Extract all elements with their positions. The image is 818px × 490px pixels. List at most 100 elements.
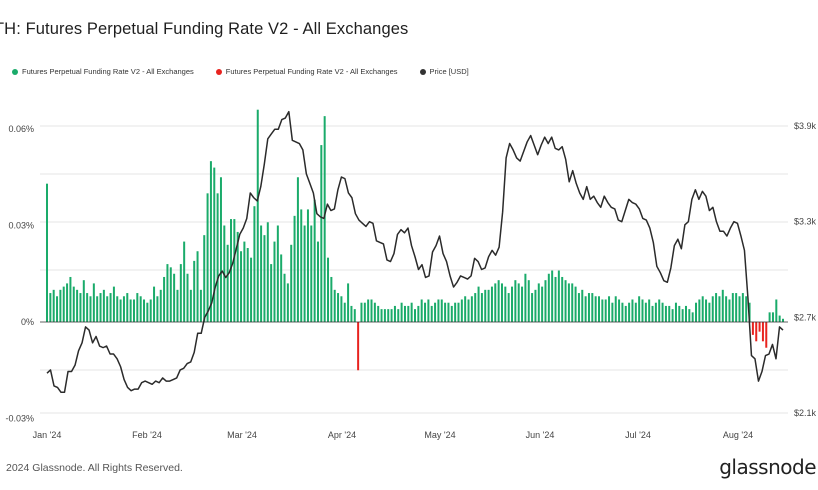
x-tick-label: Mar '24 bbox=[227, 430, 257, 440]
funding-bar bbox=[771, 312, 774, 322]
funding-bar bbox=[146, 302, 149, 322]
x-tick-label: Jan '24 bbox=[33, 430, 62, 440]
funding-bar bbox=[567, 283, 570, 322]
funding-bar bbox=[601, 299, 604, 322]
funding-bar bbox=[166, 264, 169, 322]
funding-bar bbox=[668, 305, 671, 322]
funding-bar bbox=[534, 289, 537, 322]
funding-bar bbox=[270, 264, 273, 322]
funding-bar bbox=[196, 251, 199, 322]
funding-bar bbox=[260, 225, 263, 322]
funding-bar bbox=[323, 116, 326, 322]
funding-bar bbox=[417, 305, 420, 322]
x-tick-label: Jun '24 bbox=[526, 430, 555, 440]
funding-bar bbox=[494, 283, 497, 322]
funding-bar bbox=[176, 289, 179, 322]
funding-bar bbox=[56, 296, 59, 322]
x-tick-label: May '24 bbox=[424, 430, 455, 440]
funding-bar bbox=[454, 302, 457, 322]
funding-bar bbox=[280, 254, 283, 322]
funding-bar bbox=[203, 235, 206, 322]
funding-bar bbox=[524, 273, 527, 322]
x-tick-label: Feb '24 bbox=[132, 430, 162, 440]
legend-dot-red bbox=[215, 68, 222, 75]
funding-bar bbox=[253, 206, 256, 322]
funding-bar bbox=[313, 199, 316, 322]
funding-bar bbox=[49, 293, 52, 322]
funding-bar bbox=[353, 309, 356, 322]
brand-logo: glassnode bbox=[719, 455, 816, 479]
funding-bar bbox=[136, 293, 139, 322]
funding-bar bbox=[564, 280, 567, 322]
funding-bar bbox=[664, 305, 667, 322]
funding-bar bbox=[393, 305, 396, 322]
funding-bar bbox=[122, 296, 125, 322]
funding-bar bbox=[674, 302, 677, 322]
funding-bar bbox=[715, 293, 718, 322]
legend-label: Futures Perpetual Funding Rate V2 - All … bbox=[22, 67, 194, 76]
funding-bar bbox=[193, 260, 196, 322]
funding-bar bbox=[761, 322, 764, 342]
legend-item-funding-positive[interactable]: Futures Perpetual Funding Rate V2 - All … bbox=[12, 67, 194, 76]
funding-bar bbox=[681, 309, 684, 322]
funding-bar bbox=[86, 293, 89, 322]
y-right-tick-label: $2.1k bbox=[794, 408, 817, 418]
funding-bar bbox=[390, 309, 393, 322]
funding-bar bbox=[347, 283, 350, 322]
funding-bar bbox=[571, 283, 574, 322]
funding-bar bbox=[230, 219, 232, 322]
funding-bar bbox=[143, 299, 146, 322]
funding-bar bbox=[129, 299, 132, 322]
funding-bar bbox=[484, 289, 487, 322]
funding-bar bbox=[397, 309, 400, 322]
funding-bar bbox=[387, 309, 390, 322]
funding-bar bbox=[246, 248, 249, 322]
funding-bar bbox=[263, 235, 266, 322]
legend-item-price[interactable]: Price [USD] bbox=[419, 67, 469, 76]
x-tick-label: Apr '24 bbox=[328, 430, 356, 440]
funding-bar bbox=[79, 293, 82, 322]
funding-bar bbox=[618, 299, 621, 322]
funding-bar bbox=[641, 299, 644, 322]
funding-bar bbox=[72, 286, 75, 322]
funding-bar bbox=[464, 296, 467, 322]
funding-bar bbox=[233, 219, 236, 322]
funding-bar bbox=[357, 322, 360, 371]
funding-bar bbox=[661, 302, 664, 322]
funding-bar bbox=[153, 286, 156, 322]
funding-bar bbox=[219, 177, 222, 322]
funding-bar bbox=[768, 312, 771, 322]
funding-bar bbox=[678, 305, 681, 322]
funding-bar bbox=[340, 296, 343, 322]
funding-bar bbox=[504, 286, 507, 322]
funding-bar bbox=[407, 305, 410, 322]
funding-bar bbox=[705, 299, 708, 322]
funding-bar bbox=[467, 299, 470, 322]
funding-bar bbox=[216, 193, 219, 322]
funding-bar bbox=[209, 161, 212, 322]
funding-bar bbox=[511, 286, 514, 322]
funding-bar bbox=[537, 283, 540, 322]
funding-bar bbox=[638, 296, 641, 322]
funding-bar bbox=[430, 305, 433, 322]
funding-bar bbox=[755, 322, 758, 342]
funding-bar bbox=[286, 283, 289, 322]
funding-bar bbox=[383, 309, 386, 322]
funding-bar bbox=[66, 283, 69, 322]
funding-bar bbox=[106, 296, 109, 322]
price-line bbox=[46, 110, 784, 394]
funding-bar bbox=[126, 293, 129, 322]
funding-bar bbox=[614, 296, 617, 322]
funding-bar bbox=[206, 193, 209, 322]
funding-bar bbox=[59, 289, 62, 322]
funding-bar bbox=[149, 299, 152, 322]
funding-bar bbox=[403, 305, 406, 322]
funding-bar bbox=[587, 293, 590, 322]
funding-bar bbox=[377, 305, 380, 322]
funding-bar bbox=[531, 293, 534, 322]
funding-bar bbox=[343, 302, 346, 322]
funding-bar bbox=[648, 299, 651, 322]
funding-bar bbox=[584, 296, 587, 322]
y-left-tick-label: 0.06% bbox=[8, 124, 34, 134]
legend-item-funding-negative[interactable]: Futures Perpetual Funding Rate V2 - All … bbox=[215, 67, 398, 76]
